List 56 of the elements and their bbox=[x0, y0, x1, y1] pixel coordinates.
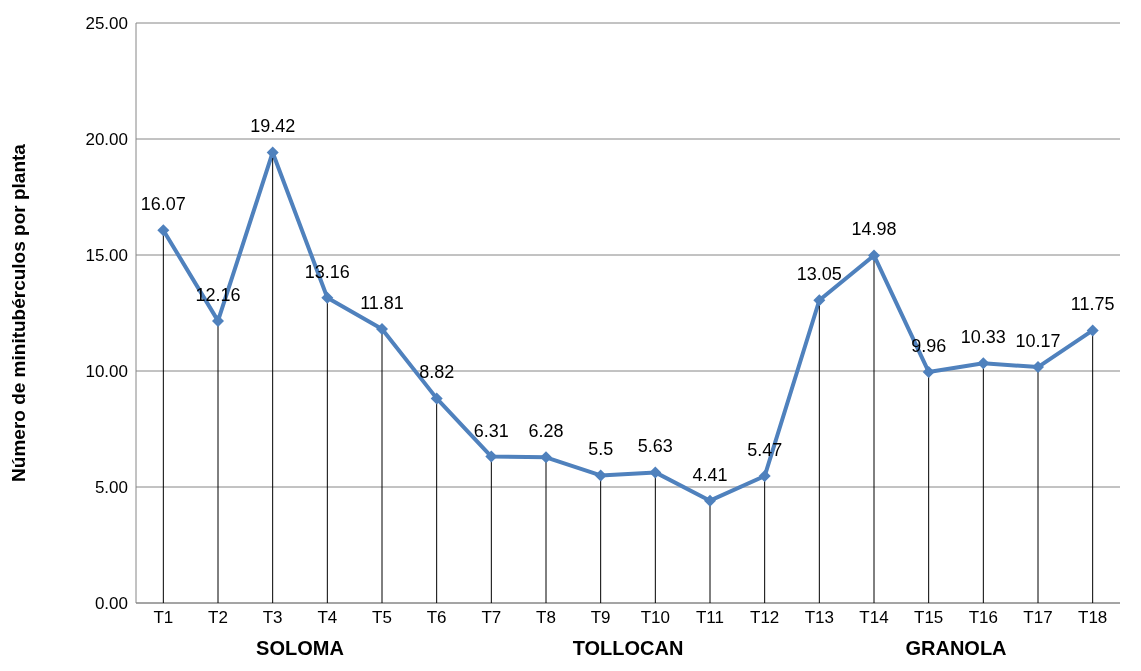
point bbox=[922, 365, 935, 378]
point bbox=[868, 249, 880, 262]
y-tick-label: 25.00 bbox=[85, 14, 128, 34]
data-label: 13.05 bbox=[796, 264, 842, 285]
x-tick-label: T8 bbox=[536, 608, 556, 628]
point bbox=[212, 314, 224, 327]
y-tick-label: 0.00 bbox=[94, 594, 128, 614]
y-tick-label: 5.00 bbox=[94, 478, 128, 498]
x-tick-label: T13 bbox=[804, 608, 834, 628]
y-tick-label: 20.00 bbox=[85, 130, 128, 150]
x-tick-label: T3 bbox=[262, 608, 283, 628]
x-tick-label: T7 bbox=[481, 608, 502, 628]
point bbox=[704, 494, 716, 507]
data-label: 11.81 bbox=[360, 293, 404, 314]
point bbox=[1032, 361, 1044, 374]
point bbox=[813, 294, 826, 307]
x-tick-label: T17 bbox=[1023, 608, 1053, 628]
x-tick-label: T16 bbox=[968, 608, 998, 628]
data-label: 14.98 bbox=[851, 219, 897, 240]
text: SOLOMA bbox=[255, 637, 345, 660]
data-label: 5.5 bbox=[588, 439, 614, 460]
x-tick-label: T4 bbox=[317, 608, 338, 628]
x-tick-label: T9 bbox=[590, 608, 611, 628]
data-label: 10.17 bbox=[1015, 331, 1061, 352]
data-label: 11.75 bbox=[1070, 294, 1115, 315]
point bbox=[321, 291, 334, 304]
data-label: 19.42 bbox=[250, 116, 296, 137]
y-axis-title: Número de minitubérculos por planta bbox=[7, 143, 29, 482]
x-tick-label: T11 bbox=[695, 608, 725, 628]
data-label: 10.33 bbox=[960, 327, 1006, 348]
point bbox=[376, 323, 388, 336]
y-tick-label: 15.00 bbox=[85, 246, 128, 266]
x-tick-label: T12 bbox=[750, 608, 780, 628]
data-label: 16.07 bbox=[140, 194, 186, 215]
point bbox=[430, 392, 443, 405]
x-tick-label: T14 bbox=[859, 608, 889, 628]
x-tick-label: T5 bbox=[372, 608, 392, 628]
text: GRANOLA bbox=[904, 637, 1008, 660]
y-tick-label: 10.00 bbox=[85, 362, 128, 382]
data-label: 6.28 bbox=[528, 421, 564, 442]
point bbox=[540, 451, 552, 464]
x-tick-label: T2 bbox=[208, 608, 228, 628]
data-label: 8.82 bbox=[419, 362, 455, 383]
data-label: 6.31 bbox=[473, 420, 509, 441]
x-tick-label: T18 bbox=[1078, 608, 1108, 628]
data-label: 4.41 bbox=[692, 464, 728, 485]
point bbox=[1086, 324, 1099, 337]
x-tick-label: T1 bbox=[153, 608, 174, 628]
x-tick-label: T15 bbox=[914, 608, 944, 628]
point bbox=[266, 146, 279, 159]
point bbox=[157, 224, 170, 237]
x-tick-label: T10 bbox=[640, 608, 670, 628]
x-tick-label: T6 bbox=[426, 608, 447, 628]
point bbox=[758, 470, 771, 483]
text: TOLLOCAN bbox=[571, 637, 685, 660]
data-label: 5.63 bbox=[637, 436, 673, 457]
